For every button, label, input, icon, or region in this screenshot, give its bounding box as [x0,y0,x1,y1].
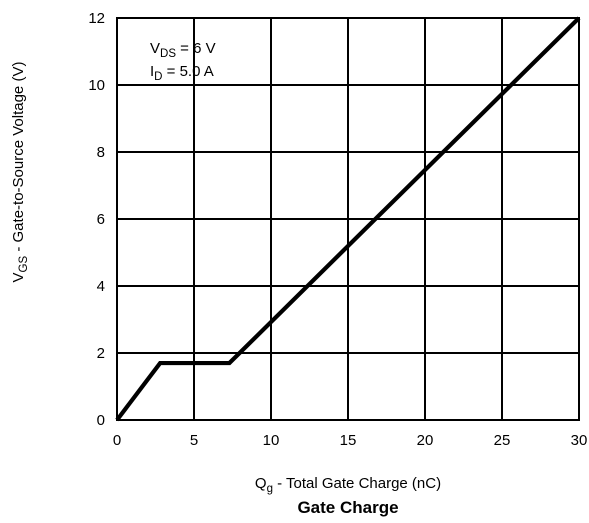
x-tick-label: 30 [571,432,588,449]
x-tick-label: 25 [494,432,511,449]
chart-caption: Gate Charge [297,498,398,517]
y-tick-label: 10 [88,77,105,94]
y-tick-label: 4 [97,278,105,295]
x-tick-label: 15 [340,432,357,449]
x-tick-label: 10 [263,432,280,449]
x-tick-label: 20 [417,432,434,449]
annotation-vds: VDS = 6 V [150,40,216,60]
annotation-id: ID = 5.0 A [150,63,214,83]
y-axis-label: VGS - Gate-to-Source Voltage (V) [10,62,30,283]
x-tick-label: 0 [113,432,121,449]
y-tick-label: 2 [97,345,105,362]
y-tick-label: 12 [88,10,105,27]
y-tick-label: 6 [97,211,105,228]
y-tick-label: 0 [97,412,105,429]
vgs-qg-curve [115,16,581,422]
x-axis-label: Qg - Total Gate Charge (nC) [255,475,441,495]
x-tick-label: 5 [190,432,198,449]
y-tick-label: 8 [97,144,105,161]
plot-frame [116,17,580,421]
tick-labels: 0 5 10 15 20 25 30 0 2 4 6 8 10 12 [88,10,587,449]
